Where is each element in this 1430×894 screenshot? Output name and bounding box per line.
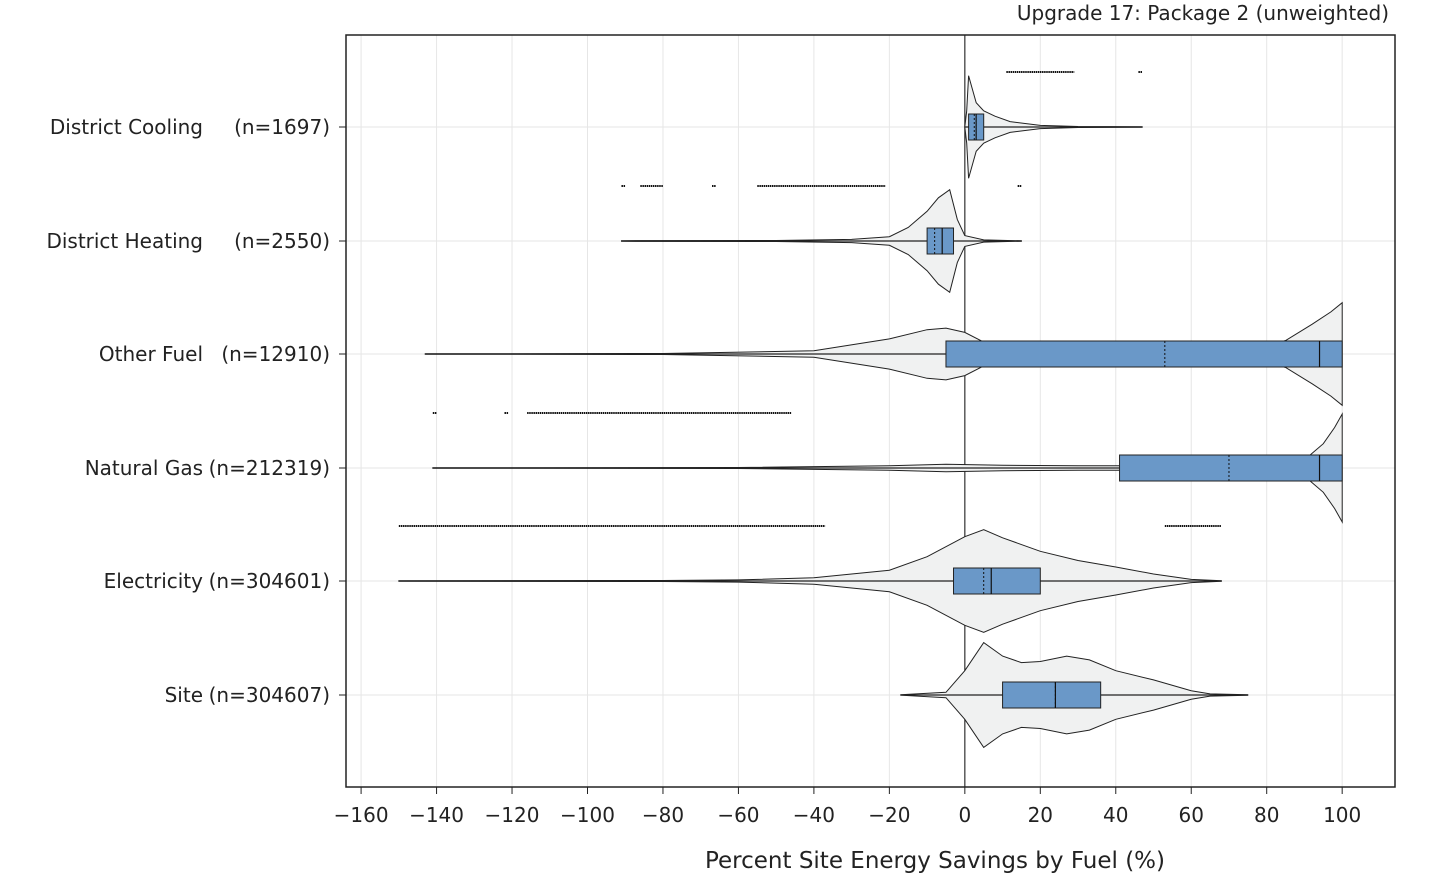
iqr-box bbox=[1002, 681, 1102, 709]
violin-group bbox=[900, 641, 1249, 749]
violin-group bbox=[432, 412, 1343, 524]
violin-group bbox=[398, 525, 1222, 633]
category-count-label: (n=304601) bbox=[209, 569, 330, 593]
x-tick-label: −80 bbox=[642, 803, 684, 827]
iqr-box bbox=[926, 227, 955, 255]
chart-title: Upgrade 17: Package 2 (unweighted) bbox=[1016, 1, 1389, 25]
category-count-label: (n=2550) bbox=[234, 229, 330, 253]
iqr-box bbox=[1119, 454, 1343, 482]
category-label: District Heating bbox=[46, 229, 203, 253]
category-count-label: (n=12910) bbox=[221, 342, 330, 366]
category-label: District Cooling bbox=[50, 115, 203, 139]
x-tick-label: −60 bbox=[717, 803, 759, 827]
iqr-box bbox=[945, 340, 1343, 368]
x-tick-label: 20 bbox=[1028, 803, 1053, 827]
plot-frame bbox=[345, 34, 1396, 788]
category-label: Electricity bbox=[104, 569, 204, 593]
x-tick-label: 60 bbox=[1179, 803, 1204, 827]
x-tick-label: −100 bbox=[560, 803, 615, 827]
category-label: Natural Gas bbox=[85, 456, 203, 480]
category-count-label: (n=304607) bbox=[209, 683, 330, 707]
x-tick-label: 80 bbox=[1254, 803, 1279, 827]
x-tick-label: 40 bbox=[1103, 803, 1128, 827]
x-tick-label: −40 bbox=[793, 803, 835, 827]
x-tick-label: −120 bbox=[485, 803, 540, 827]
x-tick-label: −20 bbox=[868, 803, 910, 827]
violin-group bbox=[424, 301, 1343, 407]
x-tick-label: −140 bbox=[409, 803, 464, 827]
x-tick-label: 0 bbox=[958, 803, 971, 827]
category-count-label: (n=1697) bbox=[234, 115, 330, 139]
violin-group bbox=[964, 71, 1143, 179]
x-axis-label: Percent Site Energy Savings by Fuel (%) bbox=[704, 848, 1166, 874]
x-tick-label: 100 bbox=[1323, 803, 1361, 827]
category-label: Other Fuel bbox=[99, 342, 203, 366]
iqr-box bbox=[953, 567, 1041, 595]
category-label: Site bbox=[165, 683, 203, 707]
category-count-label: (n=212319) bbox=[209, 456, 330, 480]
x-tick-label: −160 bbox=[334, 803, 389, 827]
violin-group bbox=[621, 185, 1022, 294]
